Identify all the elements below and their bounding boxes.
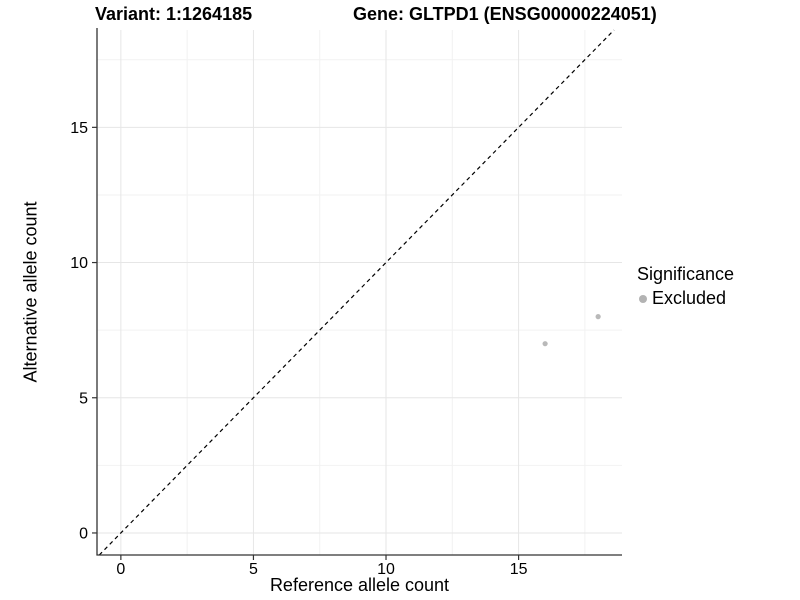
- y-tick-label: 10: [70, 255, 88, 272]
- x-tick-label: 10: [377, 561, 395, 578]
- x-axis-title: Reference allele count: [269, 575, 450, 595]
- legend-item-label: Excluded: [652, 288, 727, 308]
- data-point: [595, 314, 601, 320]
- gene-title: Gene: GLTPD1 (ENSG00000224051): [353, 4, 657, 24]
- identity-reference-line: [98, 29, 615, 556]
- legend-title: Significance: [637, 264, 735, 284]
- legend: Significance Excluded: [637, 264, 734, 309]
- x-tick-label: 0: [116, 561, 125, 578]
- y-tick-label: 5: [79, 390, 88, 407]
- x-tick-label: 5: [249, 561, 258, 578]
- y-tick-label: 15: [70, 120, 88, 137]
- y-axis-title: Alternative allele count: [20, 201, 41, 383]
- y-tick-label: 0: [79, 525, 88, 542]
- x-tick-label: 15: [510, 561, 528, 578]
- data-point: [542, 341, 548, 347]
- legend-key-dot-icon: [639, 294, 647, 303]
- legend-item-excluded: Excluded: [637, 288, 734, 309]
- variant-title: Variant: 1:1264185: [95, 4, 253, 24]
